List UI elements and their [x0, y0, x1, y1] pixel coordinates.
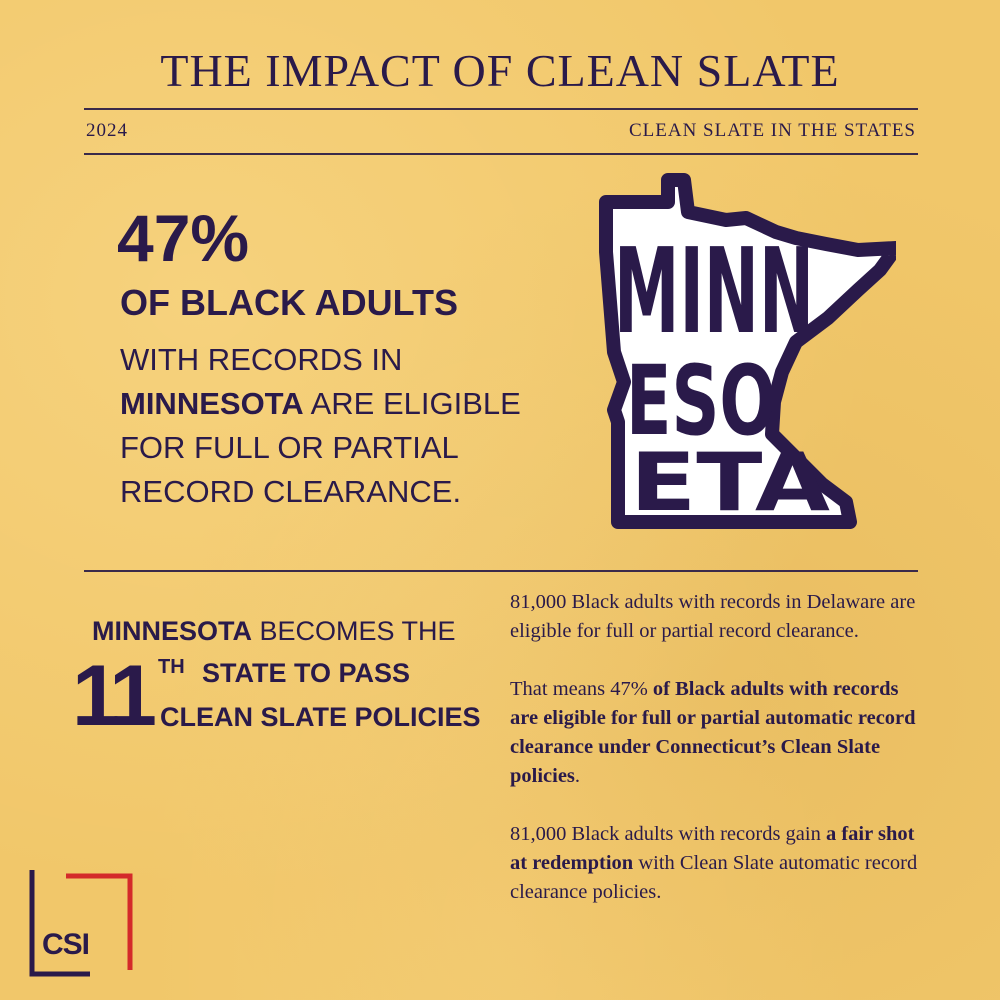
section-divider — [84, 570, 918, 572]
minnesota-outline-shape — [599, 173, 896, 529]
map-letters-row-2: ESO — [626, 345, 776, 457]
details-p3-bold: a fair shot at redemption — [510, 823, 915, 874]
year-label: 2024 — [86, 120, 128, 141]
policy-state: MINNESOTA — [92, 616, 252, 646]
ordinal-number: 11 — [72, 648, 157, 744]
policy-line-1-rest: BECOMES THE — [252, 616, 456, 646]
policy-line-3: CLEAN SLATE POLICIES — [160, 702, 481, 732]
logo-bracket-red — [66, 873, 133, 970]
header-bottom-divider — [84, 153, 918, 155]
csi-logo — [29, 870, 133, 977]
stat-percent: 47% — [117, 201, 250, 275]
details-p2-suffix: . — [574, 765, 581, 787]
minnesota-map-illustration: MINN ESO ETA — [599, 173, 896, 529]
policy-line-1: MINNESOTA BECOMES THE — [92, 616, 456, 647]
details-paragraph-3: 81,000 Black adults with records gain a … — [510, 820, 930, 907]
stat-line-1: WITH RECORDS IN — [120, 342, 403, 377]
stat-line-4: RECORD CLEARANCE. — [120, 474, 462, 509]
map-letters-row-3: ETA — [630, 436, 830, 529]
stat-line-2: MINNESOTA ARE ELIGIBLE — [120, 382, 560, 426]
stat-line-3: FOR FULL OR PARTIAL — [120, 430, 459, 465]
details-p2-prefix: That means 47% — [510, 678, 653, 700]
page-title: THE IMPACT OF CLEAN SLATE — [160, 45, 840, 96]
stat-group: OF BLACK ADULTS — [120, 282, 458, 323]
logo-text: CSI — [42, 928, 90, 961]
series-label: CLEAN SLATE IN THE STATES — [628, 120, 916, 141]
details-p2-bold: of Black adults with records are eligibl… — [510, 678, 916, 787]
details-paragraph-1: 81,000 Black adults with records in Dela… — [510, 591, 916, 642]
details-paragraph-2: That means 47% of Black adults with reco… — [510, 675, 930, 791]
details-text: 81,000 Black adults with records in Dela… — [510, 588, 930, 936]
ordinal-suffix: TH — [158, 656, 185, 678]
stat-line-2-rest: ARE ELIGIBLE — [303, 386, 521, 421]
map-letters-row-1: MINN — [614, 222, 814, 360]
logo-bracket-dark — [29, 870, 90, 977]
header-top-divider — [84, 108, 918, 110]
policy-line-2: STATE TO PASS — [202, 658, 411, 688]
details-p3-prefix: 81,000 Black adults with records gain — [510, 823, 826, 845]
details-p3-suffix: with Clean Slate automatic record cleara… — [510, 852, 918, 903]
stat-description: WITH RECORDS IN MINNESOTA ARE ELIGIBLE F… — [120, 338, 560, 514]
stat-state: MINNESOTA — [120, 386, 304, 421]
